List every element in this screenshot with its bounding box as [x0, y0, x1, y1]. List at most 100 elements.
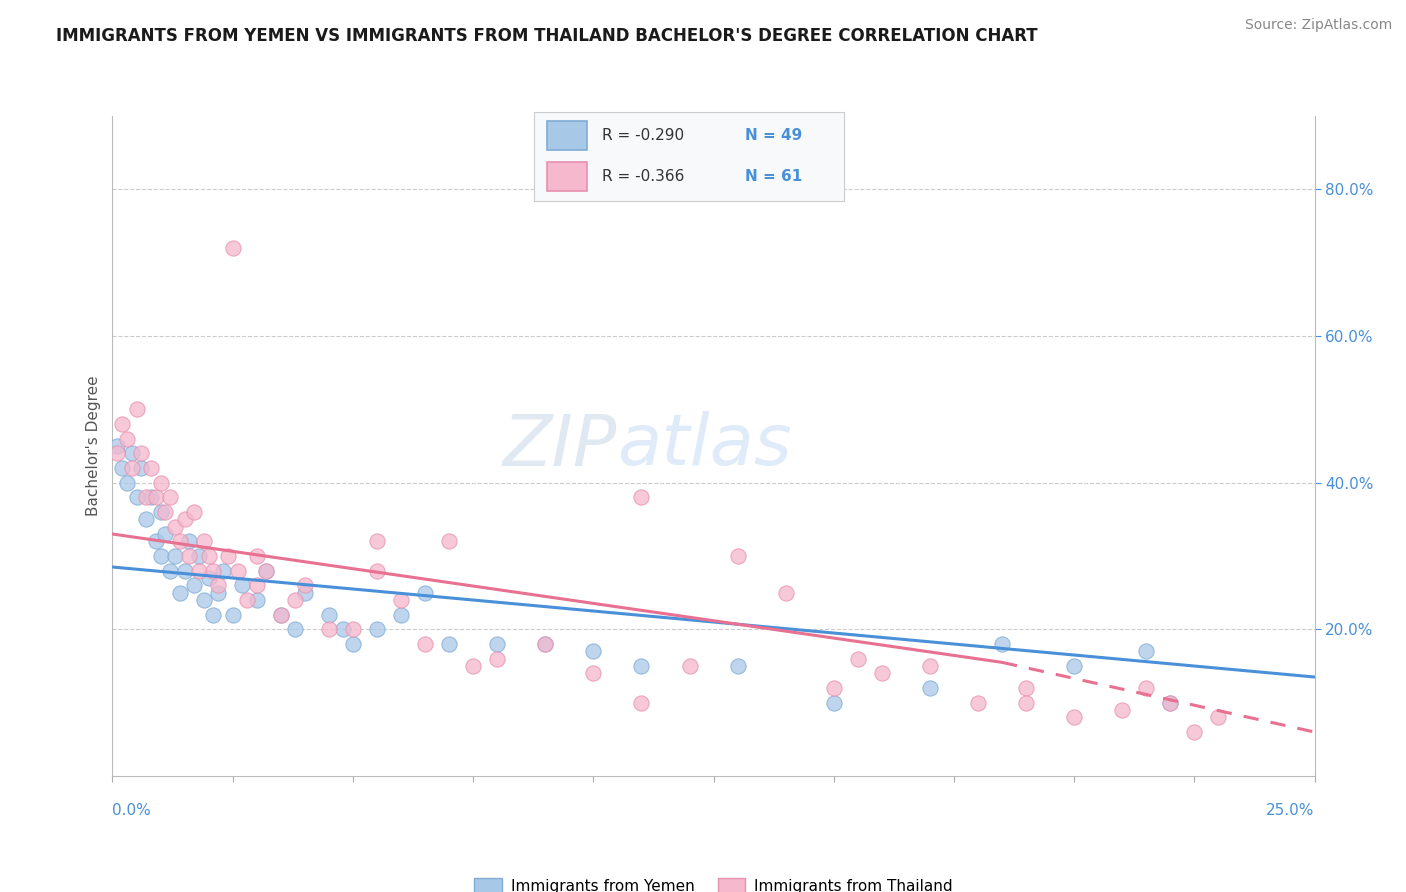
Point	[105, 439, 128, 453]
Point	[246, 578, 269, 592]
Point	[1159, 696, 1181, 710]
Point	[115, 475, 138, 490]
Text: R = -0.290: R = -0.290	[602, 128, 685, 143]
Point	[169, 534, 191, 549]
Point	[217, 549, 239, 563]
Point	[173, 512, 195, 526]
Point	[366, 623, 388, 637]
Point	[131, 446, 153, 460]
Point	[159, 491, 181, 505]
Point	[582, 666, 605, 681]
Point	[582, 644, 605, 658]
Point	[105, 446, 128, 460]
Point	[193, 593, 215, 607]
Point	[246, 549, 269, 563]
Point	[202, 607, 225, 622]
Point	[1184, 725, 1206, 739]
Point	[207, 585, 229, 599]
Point	[846, 651, 869, 665]
Point	[135, 512, 157, 526]
Point	[197, 571, 219, 585]
Point	[188, 549, 211, 563]
Point	[121, 461, 143, 475]
Point	[173, 564, 195, 578]
Point	[294, 578, 316, 592]
Point	[918, 681, 941, 695]
Point	[486, 651, 509, 665]
Point	[366, 534, 388, 549]
Point	[727, 659, 749, 673]
Point	[246, 593, 269, 607]
Point	[111, 461, 134, 475]
Point	[1159, 696, 1181, 710]
Point	[149, 475, 172, 490]
Point	[1135, 644, 1157, 658]
Point	[111, 417, 134, 431]
Point	[222, 241, 245, 255]
Point	[437, 534, 460, 549]
Point	[188, 564, 211, 578]
Point	[226, 564, 249, 578]
Point	[163, 549, 186, 563]
Point	[1063, 659, 1085, 673]
Point	[630, 491, 652, 505]
Point	[413, 585, 436, 599]
Text: IMMIGRANTS FROM YEMEN VS IMMIGRANTS FROM THAILAND BACHELOR'S DEGREE CORRELATION : IMMIGRANTS FROM YEMEN VS IMMIGRANTS FROM…	[56, 27, 1038, 45]
Point	[534, 637, 557, 651]
Point	[231, 578, 253, 592]
Point	[155, 527, 177, 541]
Point	[284, 593, 307, 607]
Point	[155, 505, 177, 519]
Legend: Immigrants from Yemen, Immigrants from Thailand: Immigrants from Yemen, Immigrants from T…	[468, 872, 959, 892]
Point	[318, 607, 340, 622]
Point	[270, 607, 292, 622]
Text: atlas: atlas	[617, 411, 792, 481]
Point	[163, 519, 186, 533]
Point	[389, 607, 412, 622]
Point	[991, 637, 1014, 651]
Point	[222, 607, 245, 622]
Point	[294, 585, 316, 599]
Point	[342, 637, 364, 651]
Text: ZIP: ZIP	[503, 411, 617, 481]
Point	[135, 491, 157, 505]
FancyBboxPatch shape	[547, 162, 586, 191]
Text: Source: ZipAtlas.com: Source: ZipAtlas.com	[1244, 18, 1392, 32]
Point	[630, 696, 652, 710]
Point	[823, 681, 845, 695]
Point	[332, 623, 354, 637]
Point	[1063, 710, 1085, 724]
Point	[179, 534, 201, 549]
Point	[145, 491, 167, 505]
Point	[121, 446, 143, 460]
Point	[775, 585, 797, 599]
Point	[318, 623, 340, 637]
Point	[139, 461, 162, 475]
Text: 0.0%: 0.0%	[112, 803, 152, 818]
Point	[486, 637, 509, 651]
Point	[193, 534, 215, 549]
Point	[212, 564, 235, 578]
Text: R = -0.366: R = -0.366	[602, 169, 685, 184]
Point	[389, 593, 412, 607]
Point	[534, 637, 557, 651]
Point	[918, 659, 941, 673]
Point	[413, 637, 436, 651]
Point	[461, 659, 484, 673]
Point	[145, 534, 167, 549]
Text: 25.0%: 25.0%	[1267, 803, 1315, 818]
Point	[179, 549, 201, 563]
Point	[366, 564, 388, 578]
Point	[254, 564, 277, 578]
Point	[131, 461, 153, 475]
Point	[183, 505, 205, 519]
Point	[254, 564, 277, 578]
Point	[169, 585, 191, 599]
Point	[727, 549, 749, 563]
Point	[139, 491, 162, 505]
Point	[125, 491, 148, 505]
Point	[1135, 681, 1157, 695]
Point	[125, 402, 148, 417]
FancyBboxPatch shape	[547, 121, 586, 150]
Point	[967, 696, 990, 710]
